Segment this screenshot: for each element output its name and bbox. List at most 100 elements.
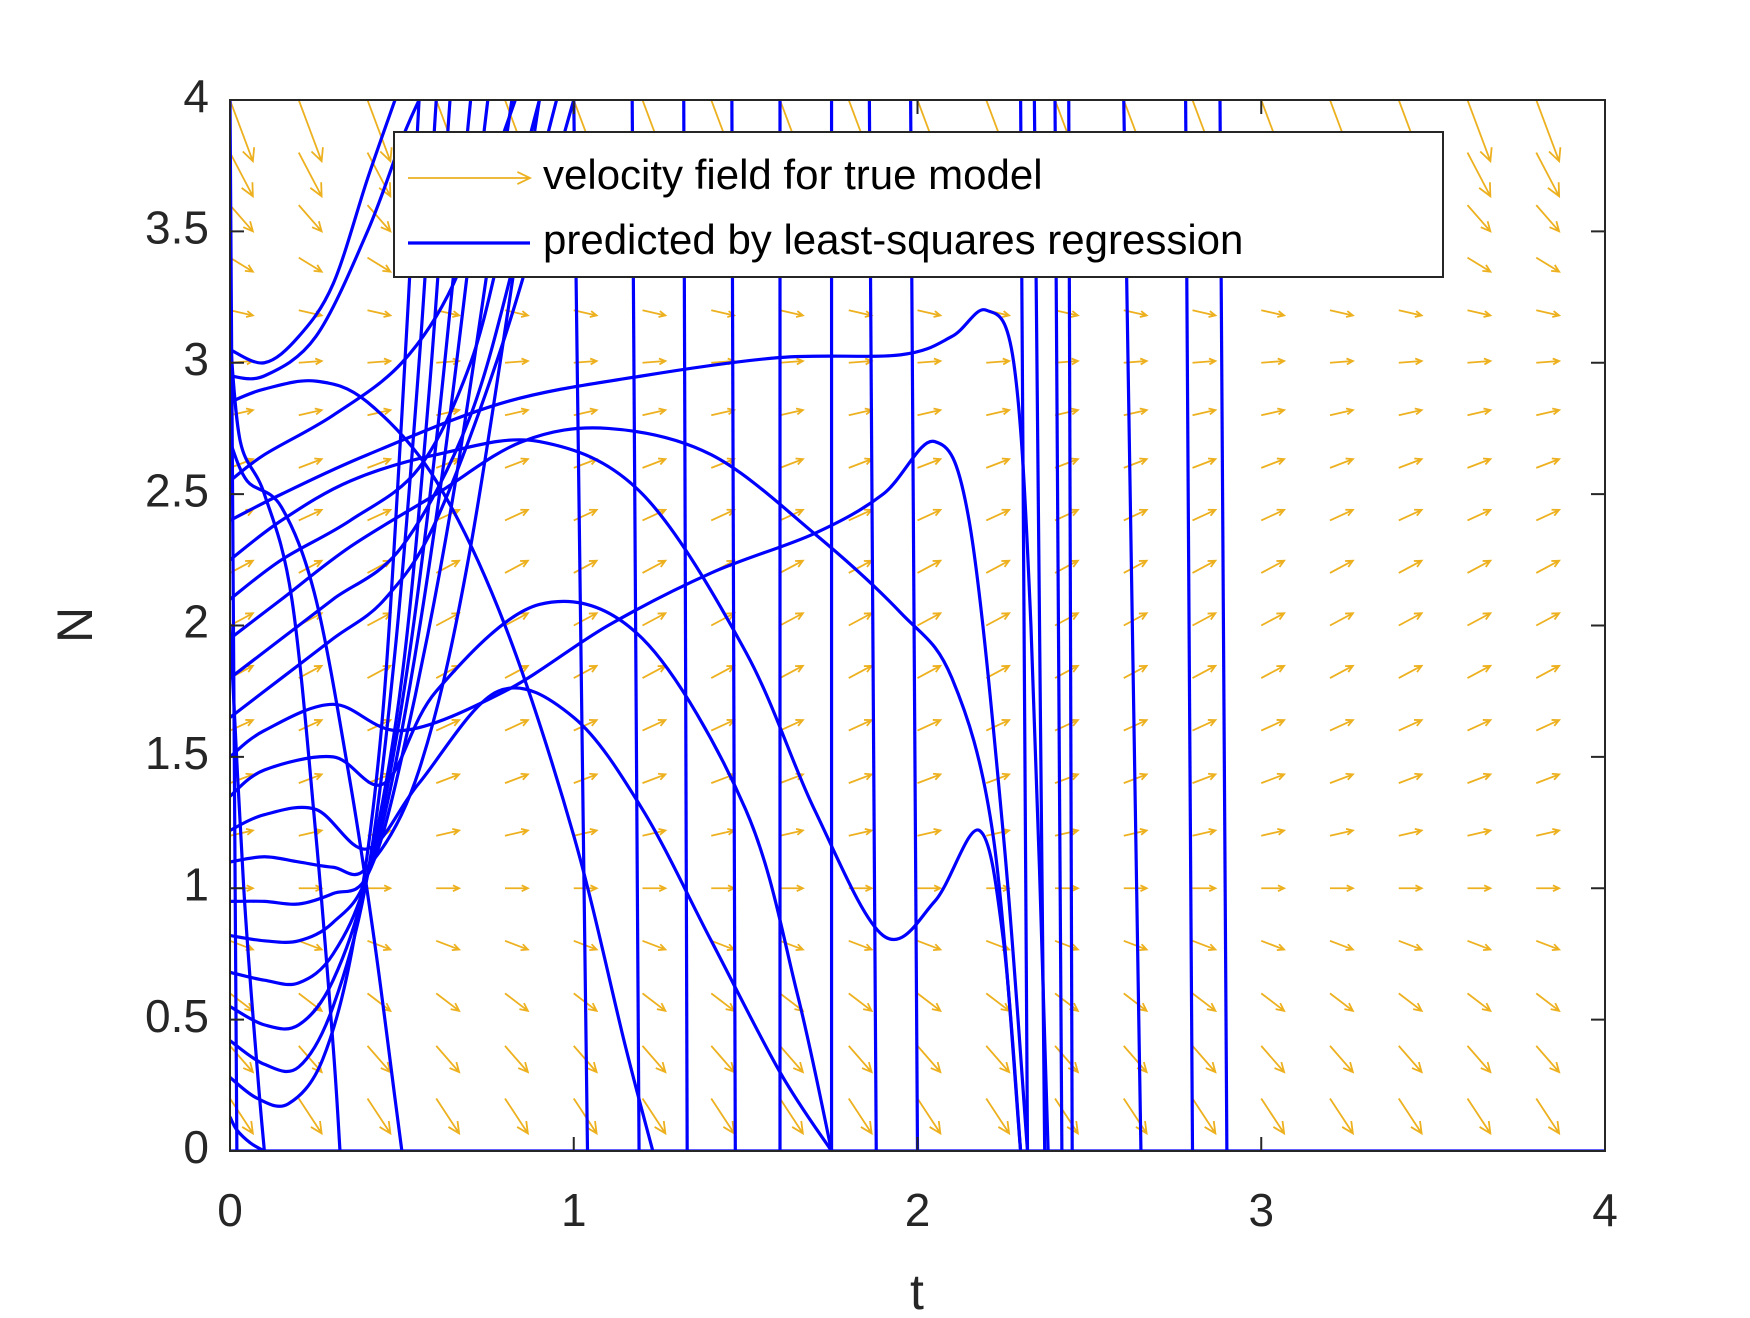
velocity-arrow [1123,664,1149,679]
velocity-arrow [917,457,943,469]
trajectory-line [230,100,576,719]
velocity-arrow [298,939,324,952]
trajectory-line [230,100,541,877]
velocity-arrow [1535,152,1561,199]
legend: velocity field for true model predicted b… [393,131,1444,278]
velocity-arrow [504,457,530,469]
velocity-arrow [366,100,393,164]
velocity-arrow [1535,612,1561,627]
velocity-arrow [1329,559,1355,574]
velocity-arrow [1467,357,1493,366]
velocity-arrow [230,309,255,318]
velocity-arrow [1398,457,1424,469]
velocity-arrow [917,559,943,574]
velocity-arrow [1192,1150,1194,1151]
velocity-arrow [1398,939,1424,952]
velocity-arrow [1398,884,1424,893]
velocity-arrow [1192,939,1218,952]
velocity-arrow [1397,1097,1423,1136]
velocity-arrow [367,256,393,273]
velocity-arrow [1467,772,1493,784]
velocity-arrow [642,884,668,893]
velocity-arrow [1123,939,1149,952]
velocity-arrow [711,1150,713,1151]
velocity-arrow [1398,508,1424,522]
velocity-arrow [779,1045,805,1074]
velocity-arrow [367,357,393,366]
velocity-arrow [1467,939,1493,952]
velocity-arrow [367,1150,369,1151]
velocity-arrow [1535,664,1561,679]
velocity-arrow [1192,772,1218,784]
velocity-arrow [1535,508,1562,522]
velocity-arrow [986,357,1012,366]
velocity-arrow [298,828,324,837]
velocity-arrow [917,357,943,366]
trajectory-line [230,100,438,1074]
velocity-arrow [1467,457,1493,469]
velocity-arrow [1260,612,1286,627]
trajectory-line [230,100,452,1031]
velocity-arrow [1260,1097,1286,1136]
velocity-arrow [780,884,805,893]
velocity-arrow [504,357,530,366]
velocity-arrow [1192,407,1218,417]
velocity-arrow [435,1097,461,1136]
velocity-arrow [986,1150,988,1151]
velocity-arrow [1536,828,1562,837]
velocity-arrow [504,939,530,952]
velocity-arrow [298,1150,300,1151]
velocity-arrow [230,1045,255,1074]
trajectory-line [230,336,342,1151]
velocity-arrow [1260,1045,1286,1074]
velocity-arrow [916,992,943,1013]
velocity-arrow [1398,1150,1400,1151]
velocity-arrow [1398,612,1424,627]
velocity-arrow [917,309,943,318]
x-axis-label: t [910,1264,924,1313]
velocity-arrow [1055,1150,1057,1151]
velocity-arrow [642,939,668,952]
velocity-arrow [1536,884,1562,893]
legend-arrow-sample [408,171,533,185]
velocity-arrow [230,100,256,164]
velocity-arrow [986,828,1012,837]
x-tick-label: 0 [217,1184,243,1236]
velocity-arrow [1260,559,1286,574]
y-tick-label: 1.5 [145,727,209,779]
velocity-arrow [1535,1097,1561,1136]
velocity-arrow [1054,309,1080,318]
velocity-arrow [504,772,530,784]
velocity-arrow [779,1097,805,1136]
velocity-arrow [779,719,805,732]
velocity-arrow [1467,309,1493,318]
trajectory-line [230,1116,266,1151]
velocity-arrow [985,612,1011,627]
velocity-arrow [985,719,1012,732]
velocity-arrow [1329,612,1355,627]
x-tick-label: 3 [1248,1184,1274,1236]
velocity-arrow [1123,612,1149,627]
velocity-arrow [1260,772,1287,784]
velocity-arrow [1261,357,1287,366]
trajectory-line [230,438,1023,1151]
tick-layer: 0 1 2 3 4 0 0.5 1 1.5 2 2.5 3 3.5 4 [145,70,1618,1236]
velocity-arrow [505,884,530,893]
velocity-arrow [917,828,943,837]
velocity-arrow [1191,1045,1217,1074]
velocity-arrow [1467,612,1493,627]
velocity-arrow [504,407,530,417]
velocity-arrow [1466,992,1493,1013]
velocity-arrow [1260,939,1287,952]
velocity-arrow [1191,1097,1217,1136]
velocity-arrow [367,939,393,952]
velocity-arrow [1260,992,1286,1013]
velocity-arrow [1329,1097,1355,1136]
velocity-arrow [1535,939,1562,952]
velocity-arrow [1467,664,1493,679]
velocity-arrow [779,612,805,627]
velocity-arrow [1329,664,1355,679]
velocity-arrow [505,1150,507,1151]
velocity-arrow [573,559,599,574]
